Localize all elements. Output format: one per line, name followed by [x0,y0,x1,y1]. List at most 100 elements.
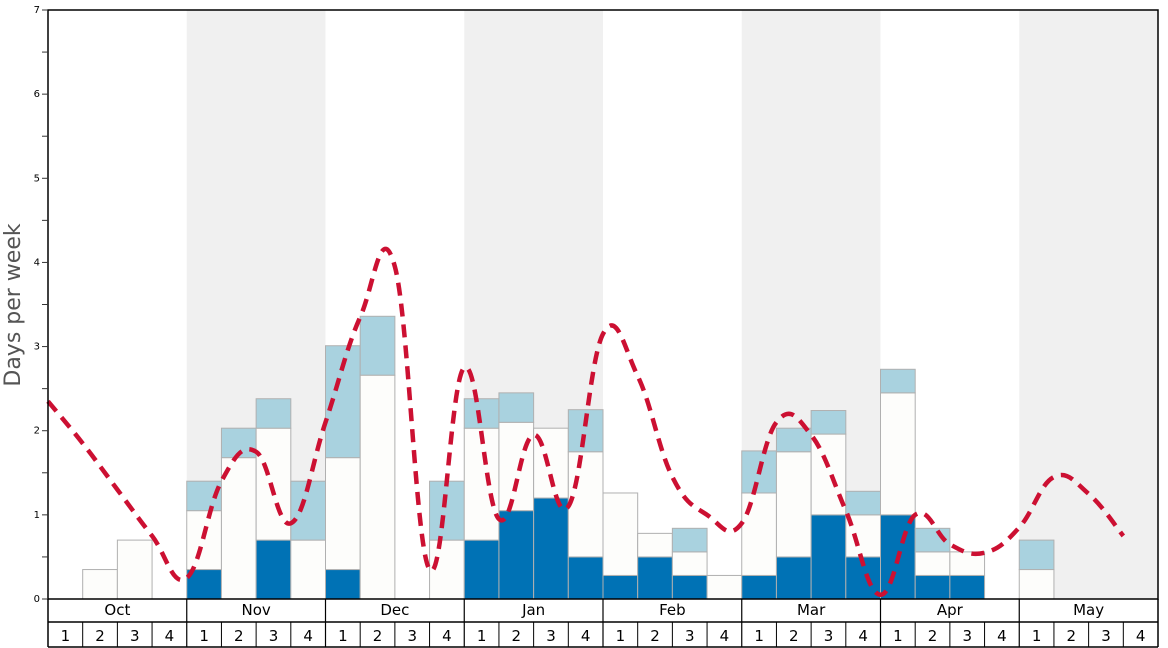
month-label: May [1073,601,1104,619]
week-label: 2 [234,627,244,645]
month-bands [186,10,1158,599]
bar-segment-dark [567,556,604,600]
month-label: Nov [241,601,270,619]
bar-segment-light [671,527,708,553]
week-label: 1 [338,627,348,645]
bar-segment-light [255,398,292,429]
week-label: 2 [650,627,660,645]
bar-segment-white [775,451,812,558]
bar-segment-white [82,569,118,600]
y-tick-label: 1 [34,510,40,521]
bar-segment-white [880,392,916,516]
week-label: 3 [962,627,972,645]
y-tick-label: 3 [34,342,40,353]
y-axis: 0 1 2 3 4 5 6 7 [34,5,48,605]
month-label: Dec [380,601,409,619]
bar-segment-dark [671,574,708,600]
bar-segment-dark [637,556,673,600]
week-label: 3 [685,627,695,645]
week-label: 1 [477,627,487,645]
bar-segment-dark [949,574,986,600]
week-label: 1 [893,627,903,645]
week-label: 4 [442,627,452,645]
bar-segment-light [463,398,500,429]
y-tick-label: 7 [34,5,40,16]
bar-segment-white [116,539,153,600]
week-label: 3 [1101,627,1111,645]
bar-segment-white [567,451,604,558]
bar-segment-white [706,574,743,600]
bar-segment-light [359,315,396,376]
bar-segment-white [671,551,708,576]
y-tick-label: 6 [34,89,40,100]
bar-segment-white [949,551,986,576]
week-label: 1 [616,627,626,645]
bar-segment-white [637,532,673,558]
week-label: 3 [407,627,417,645]
y-tick-label: 5 [34,173,40,184]
week-label: 2 [512,627,522,645]
bar-segment-light [845,490,881,516]
y-tick-label: 2 [34,426,40,437]
week-label: 2 [95,627,105,645]
bar-segment-dark [533,497,569,600]
week-label: 4 [997,627,1007,645]
week-label: 4 [1136,627,1146,645]
month-label: Oct [104,601,130,619]
y-axis-title: Days per week [1,223,26,386]
week-label: 4 [858,627,868,645]
bar-segment-white [602,492,639,576]
month-label: Mar [797,601,826,619]
month-label: Jan [521,601,545,619]
bar-segment-white [498,421,535,512]
bar-segment-dark [775,556,812,600]
bar-segment-white [914,551,951,576]
bar-segment-white [290,539,326,600]
week-label: 1 [1032,627,1042,645]
bar-segment-white [741,492,777,576]
trend-line [46,246,1126,598]
bar-segment-white [325,457,361,571]
y-tick-label: 4 [34,257,40,268]
week-label: 3 [546,627,556,645]
bar-segment-white [220,457,257,600]
bar-segment-dark [914,574,951,600]
bar-segment-light [498,392,535,423]
bar-segment-light [810,410,847,435]
bar-segment-white [186,510,222,571]
week-label: 1 [61,627,71,645]
bar-segment-dark [255,539,292,600]
bar-segment-light [567,409,604,453]
month-band [1019,10,1158,599]
bar-segment-white [359,374,396,600]
x-axis: Oct 1 2 3 4 Nov 1 2 3 4 Dec 1 2 3 4 Jan 1 2 3 4 Feb 1 2 3 4 Mar 1 2… [47,599,1159,648]
week-label: 2 [373,627,383,645]
bar-segment-dark [741,574,777,600]
week-label: 1 [199,627,209,645]
bar-segment-light [186,480,222,512]
week-label: 3 [130,627,140,645]
week-label: 1 [754,627,764,645]
trend-line-path [46,246,1126,598]
bar-segment-white [463,427,500,541]
week-label: 4 [165,627,175,645]
month-label: Feb [659,601,686,619]
bar-segment-dark [325,569,361,600]
month-label: Apr [937,601,964,619]
y-tick-label: 0 [34,594,40,605]
bar-segment-dark [498,510,535,600]
bar-segment-dark [602,574,639,600]
bar-segment-dark [810,514,847,600]
week-label: 3 [824,627,834,645]
bars [82,315,1055,600]
week-label: 4 [720,627,730,645]
bar-segment-light [880,368,916,394]
week-label: 2 [1067,627,1077,645]
week-label: 4 [303,627,313,645]
week-label: 3 [269,627,279,645]
bar-segment-light [1018,539,1055,571]
week-label: 4 [581,627,591,645]
bar-segment-light [429,480,465,541]
bar-segment-white [1018,569,1055,600]
